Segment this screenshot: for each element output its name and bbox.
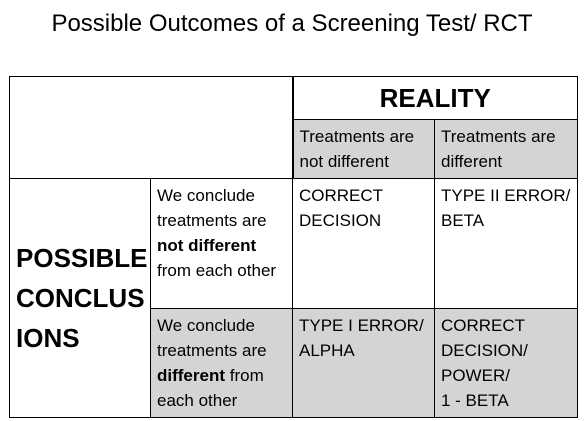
cell-type-ii-error: TYPE II ERROR/ BETA: [433, 178, 579, 309]
conclusions-label-line: IONS: [16, 323, 80, 353]
possible-conclusions-label: POSSIBLE CONCLUS IONS: [9, 178, 151, 418]
row-header-text: from each other: [157, 366, 264, 410]
header-row-columns: Treatments are not different Treatments …: [10, 119, 579, 179]
cell-line: DECISION: [299, 211, 382, 230]
empty-corner-cell: [9, 76, 294, 179]
header-row-reality: REALITY: [9, 76, 579, 179]
column-header-line: not different: [299, 152, 389, 171]
cell-line: ALPHA: [299, 341, 355, 360]
cell-type-i-error: TYPE I ERROR/ ALPHA: [292, 308, 435, 418]
row-header-different: We conclude treatments are different fro…: [150, 308, 293, 418]
row-header-text: from each other: [157, 261, 277, 280]
column-header-different: Treatments are different: [433, 119, 579, 179]
row-header-text: We conclude treatments are: [157, 316, 267, 360]
cell-line: DECISION/: [441, 341, 528, 360]
row-header-text: We conclude treatments are: [157, 186, 267, 230]
cell-line: CORRECT: [441, 316, 526, 335]
column-header-line: Treatments are: [441, 127, 556, 146]
cell-correct-decision: CORRECT DECISION: [292, 178, 435, 309]
row-header-emphasis: not different: [157, 236, 257, 255]
cell-line: CORRECT: [299, 186, 384, 205]
slide-title: Possible Outcomes of a Screening Test/ R…: [51, 10, 533, 37]
row-header-not-different: We conclude treatments are not different…: [150, 178, 293, 309]
cell-line: TYPE II ERROR/: [441, 186, 571, 205]
conclusions-label-line: CONCLUS: [16, 283, 145, 313]
column-header-not-different: Treatments are not different: [292, 119, 435, 179]
cell-line: 1 - BETA: [441, 391, 509, 410]
cell-line: BETA: [441, 211, 485, 230]
row-header-emphasis: different: [157, 366, 225, 385]
table-row-different: We conclude treatments are different fro…: [10, 308, 579, 418]
reality-header: REALITY: [291, 76, 579, 120]
cell-line: POWER/: [441, 366, 510, 385]
table-row-not-different: POSSIBLE CONCLUS IONS We conclude treatm…: [9, 178, 579, 418]
column-header-line: Treatments are: [299, 127, 415, 146]
cell-line: TYPE I ERROR/: [299, 316, 424, 335]
cell-correct-decision-power: CORRECT DECISION/ POWER/ 1 - BETA: [433, 308, 579, 418]
outcomes-table: REALITY Treatments are not different Tre…: [9, 76, 579, 418]
column-header-line: different: [441, 152, 503, 171]
conclusions-label-line: POSSIBLE: [16, 243, 148, 273]
